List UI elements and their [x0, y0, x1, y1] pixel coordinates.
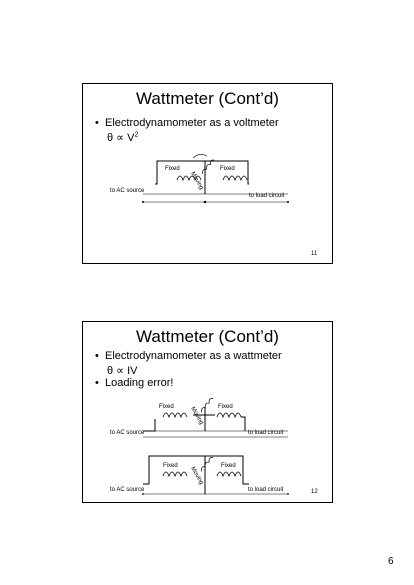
circuit-wire [155, 160, 249, 185]
slide-number: 11 [311, 251, 318, 257]
fixed-coil-left [162, 471, 188, 478]
terminal-dot [142, 493, 144, 495]
bullet-item: Loading error! [95, 377, 282, 390]
formula-exponent: 2 [134, 131, 139, 139]
formula: θ ∝ IV [107, 365, 138, 377]
slide-11: Wattmeter (Cont’d) Electrodynamometer as… [82, 83, 333, 264]
fixed-coil-left [176, 175, 202, 182]
moving-arrow [192, 154, 208, 159]
moving-label: Moving [189, 466, 204, 486]
load-label: to load circuit [248, 430, 284, 436]
slide-title: Wattmeter (Cont’d) [136, 89, 279, 108]
circuit-wire [241, 416, 246, 431]
formula-text: θ ∝ V [107, 132, 135, 144]
terminal-dot [287, 201, 289, 203]
moving-label: Moving [189, 171, 204, 191]
fixed-label-left: Fixed [159, 404, 174, 410]
fixed-label-left: Fixed [163, 463, 178, 469]
source-label: to AC source [110, 487, 145, 493]
bullet-item: Electrodynamometer as a wattmeter [95, 350, 282, 363]
junction-dot [203, 200, 207, 204]
circuit-wire [143, 419, 156, 432]
fixed-label-right: Fixed [220, 166, 235, 172]
page-number: 6 [388, 556, 394, 567]
fixed-label-right: Fixed [218, 404, 233, 410]
circuit-diagram-1: Fixed Fixed Moving to AC source to load … [110, 398, 288, 438]
formula: θ ∝ V2 [107, 131, 138, 144]
circuit-diagram-2: Fixed Fixed Moving to AC source to load … [110, 455, 289, 495]
terminal-dot [142, 201, 144, 203]
circuit-wire [143, 455, 249, 485]
slide-number: 12 [311, 489, 318, 495]
source-label: to AC source [110, 430, 145, 436]
slide-12: Wattmeter (Cont’d) Electrodynamometer as… [82, 321, 333, 503]
fixed-coil-left [162, 412, 188, 419]
bullet-list: Electrodynamometer as a voltmeter [95, 117, 279, 130]
load-label: to load circuit [248, 487, 284, 493]
fixed-coil-right [216, 471, 242, 478]
moving-coil [202, 159, 215, 174]
fixed-coil-right [222, 175, 248, 182]
circuit-diagram: Fixed Fixed Moving to AC source to load … [110, 154, 289, 204]
bullet-item: Electrodynamometer as a voltmeter [95, 117, 279, 130]
terminal-dot [287, 493, 289, 495]
source-label: to AC source [110, 188, 145, 194]
load-label: to load circuit [249, 193, 285, 199]
bullet-list: Electrodynamometer as a wattmeter Loadin… [95, 350, 282, 390]
fixed-coil-right [216, 412, 242, 419]
slide-title: Wattmeter (Cont’d) [136, 327, 279, 346]
moving-coil [200, 398, 214, 413]
fixed-label-left: Fixed [165, 166, 180, 172]
moving-coil [200, 457, 214, 472]
fixed-label-right: Fixed [221, 463, 236, 469]
